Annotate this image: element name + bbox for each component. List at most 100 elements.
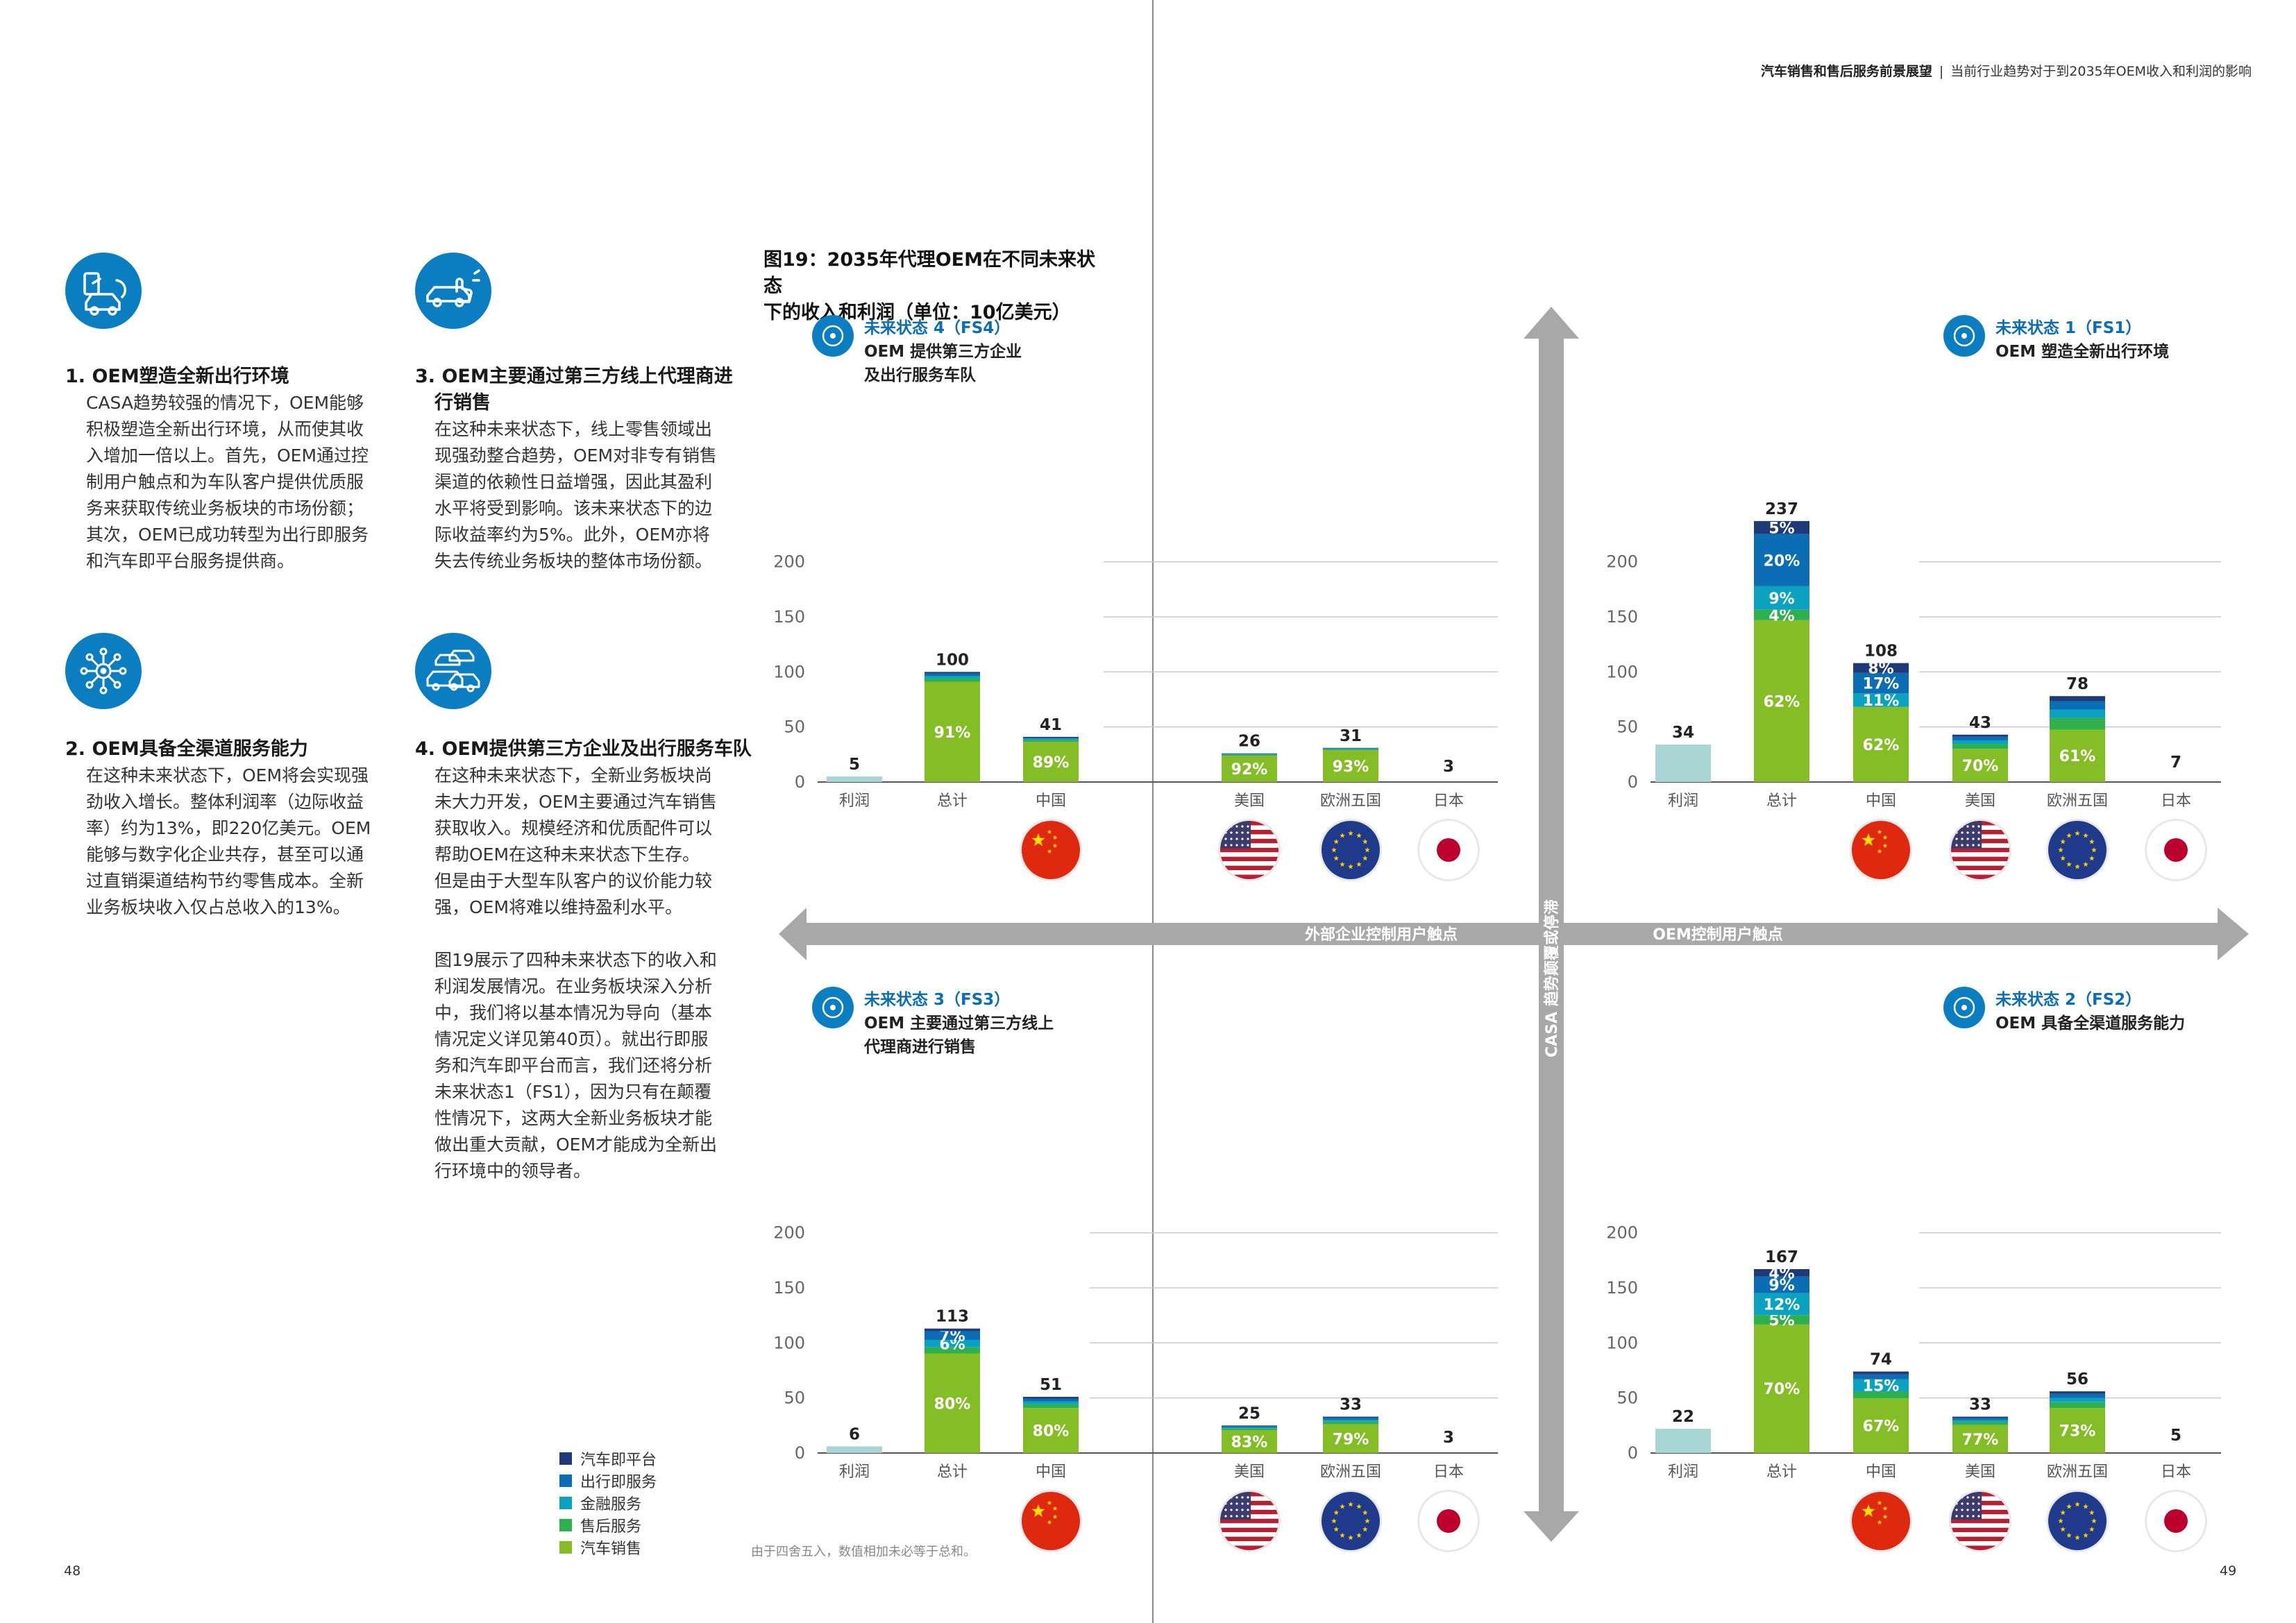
axis-label-vertical: CASA 趋势颠覆或停滞 bbox=[1543, 899, 1561, 1057]
bar-segment bbox=[1023, 736, 1079, 738]
category-label: 中国 bbox=[1866, 792, 1896, 810]
bar-total-label: 167 bbox=[1765, 1248, 1798, 1266]
bar-segment bbox=[1754, 609, 1809, 620]
category-label: 日本 bbox=[2161, 1463, 2191, 1481]
bar-segment bbox=[1952, 1416, 2008, 1418]
bar-total-label: 56 bbox=[2066, 1370, 2088, 1388]
eu-flag-icon bbox=[2046, 1490, 2109, 1552]
bar-segment bbox=[1023, 1404, 1079, 1409]
bar-segment bbox=[925, 1339, 980, 1348]
bar-segment bbox=[1853, 706, 1909, 782]
bar-segment bbox=[1323, 747, 1378, 749]
item-4-body: 在这种未来状态下，全新业务板块尚 未大力开发，OEM主要通过汽车销售 获取收入。规模… bbox=[434, 765, 718, 1181]
usa-flag-icon bbox=[1949, 819, 2011, 881]
legend-item: 金融服务 bbox=[559, 1492, 657, 1514]
category-label: 中国 bbox=[1036, 792, 1066, 810]
china-flag-icon bbox=[1850, 1490, 1912, 1552]
bar-segment bbox=[1853, 693, 1909, 707]
china-flag-icon bbox=[1850, 819, 1912, 881]
segment-pct-label: 89% bbox=[1033, 754, 1070, 772]
bar-segment bbox=[2050, 1391, 2105, 1394]
bar-total-label: 34 bbox=[1672, 724, 1694, 742]
usa-flag-icon bbox=[1218, 1490, 1281, 1552]
bar-profit bbox=[827, 776, 882, 782]
bar-segment bbox=[1222, 1428, 1277, 1431]
chart-FS4: 0 50 100 150 200 未来状态 4（FS4） OEM 提供第三方企业及出行服务车… bbox=[773, 315, 1498, 881]
bar-segment bbox=[1323, 1421, 1378, 1425]
bar-segment bbox=[1023, 738, 1079, 739]
japan-flag-icon bbox=[2145, 1490, 2207, 1552]
bar-segment bbox=[2050, 1408, 2105, 1453]
bar-total-label: 26 bbox=[1238, 733, 1260, 751]
bar-segment bbox=[1323, 1424, 1378, 1453]
y-tick-label: 100 bbox=[1606, 662, 1638, 681]
bar-segment bbox=[1023, 740, 1079, 742]
bar-segment bbox=[925, 1331, 980, 1340]
bar-segment bbox=[1754, 534, 1809, 586]
y-tick-label: 200 bbox=[1606, 1223, 1638, 1243]
bar-segment bbox=[1853, 1371, 1909, 1375]
segment-pct-label: 70% bbox=[1764, 1381, 1800, 1398]
bar-segment bbox=[1023, 738, 1079, 740]
bar-segment bbox=[925, 681, 980, 782]
category-label: 美国 bbox=[1965, 792, 1995, 810]
network-hub-icon bbox=[65, 633, 142, 709]
future-state-label: 未来状态 2（FS2） bbox=[1995, 990, 2141, 1009]
segment-pct-label: 20% bbox=[1764, 552, 1800, 570]
bar-segment bbox=[1323, 1418, 1378, 1420]
future-state-label: 未来状态 4（FS4） bbox=[864, 318, 1010, 337]
item-2-title: 2. OEM具备全渠道服务能力 bbox=[65, 738, 308, 760]
japan-flag-icon bbox=[1417, 819, 1480, 881]
segment-pct-label: 5% bbox=[1769, 520, 1794, 537]
item-1-body: CASA趋势较强的情况下，OEM能够 积极塑造全新出行环境，从而使其收 入增加一倍以… bbox=[86, 393, 369, 571]
category-label: 日本 bbox=[1433, 1463, 1464, 1481]
bar-segment bbox=[1222, 754, 1277, 756]
car-mobility-icon bbox=[65, 253, 142, 329]
bar-segment bbox=[1222, 756, 1277, 782]
page-number-right: 49 bbox=[2220, 1563, 2237, 1579]
bar-total-label: 113 bbox=[936, 1308, 969, 1326]
page-header: 汽车销售和售后服务前景展望 | 当前行业趋势对于到2035年OEM收入和利润的影响 bbox=[1760, 64, 2252, 79]
legend-item: 汽车即平台 bbox=[559, 1447, 657, 1470]
bar-profit bbox=[827, 1446, 882, 1453]
legend-label: 汽车销售 bbox=[580, 1540, 642, 1558]
bar-total-label: 51 bbox=[1040, 1376, 1062, 1394]
bar-segment bbox=[1853, 1374, 1909, 1379]
y-tick-label: 200 bbox=[773, 552, 805, 572]
y-tick-label: 100 bbox=[1606, 1333, 1638, 1352]
japan-flag-icon bbox=[1417, 1490, 1480, 1552]
header-title: 汽车销售和售后服务前景展望 bbox=[1760, 64, 1932, 79]
bar-total-label: 41 bbox=[1040, 716, 1062, 734]
category-label: 欧洲五国 bbox=[2047, 792, 2108, 810]
segment-pct-label: 77% bbox=[1962, 1431, 1999, 1449]
bar-segment bbox=[1323, 1416, 1378, 1418]
item-2-body: 在这种未来状态下，OEM将会实现强 劲收入增长。整体利润率（边际收益 率）约为13%… bbox=[86, 765, 371, 917]
bar-segment bbox=[1023, 1408, 1079, 1453]
bar-segment bbox=[1853, 663, 1909, 673]
legend-item: 出行即服务 bbox=[559, 1470, 657, 1492]
usa-flag-icon bbox=[1949, 1490, 2011, 1552]
china-flag-icon bbox=[1020, 1490, 1082, 1552]
bar-segment bbox=[1853, 1398, 1909, 1453]
legend-swatch bbox=[559, 1452, 572, 1465]
segment-pct-label: 62% bbox=[1764, 693, 1800, 711]
bar-segment bbox=[1222, 754, 1277, 755]
category-label: 中国 bbox=[1036, 1463, 1066, 1481]
bar-segment bbox=[2050, 696, 2105, 702]
segment-pct-label: 92% bbox=[1231, 761, 1268, 779]
bar-segment bbox=[1754, 1268, 1809, 1277]
bar-segment bbox=[1754, 520, 1809, 534]
bar-segment bbox=[1222, 1426, 1277, 1428]
bar-segment bbox=[1323, 748, 1378, 749]
bar-total-label: 31 bbox=[1340, 727, 1362, 745]
bar-segment bbox=[1952, 749, 2008, 782]
axis-label-left: 外部企业控制用户触点 bbox=[1305, 926, 1458, 944]
rounding-note: 由于四舍五入，数值相加未必等于总和。 bbox=[751, 1545, 976, 1559]
bar-segment bbox=[1952, 736, 2008, 740]
category-label: 总计 bbox=[1766, 792, 1797, 810]
bar-segment bbox=[2050, 729, 2105, 782]
bar-segment bbox=[925, 676, 980, 679]
y-tick-label: 50 bbox=[1617, 1388, 1638, 1408]
eu-flag-icon bbox=[1319, 1490, 1382, 1552]
bar-total-label: 78 bbox=[2066, 675, 2088, 693]
